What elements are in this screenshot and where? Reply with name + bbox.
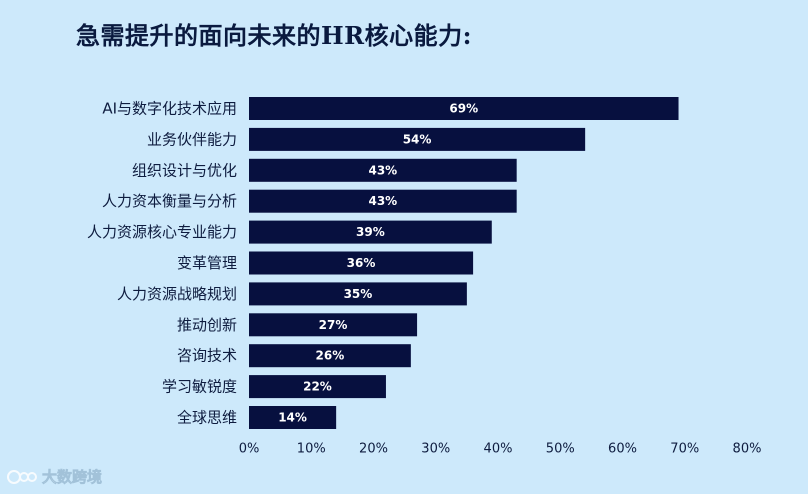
brand-logo-icon [7, 469, 37, 484]
value-label: 35% [344, 287, 373, 301]
chart-title: 急需提升的面向未来的HR核心能力: [76, 21, 472, 50]
value-label: 27% [319, 318, 348, 332]
x-tick-label: 50% [546, 442, 575, 457]
bar [249, 97, 679, 120]
x-tick-label: 40% [484, 442, 513, 457]
x-tick-label: 10% [297, 442, 326, 457]
value-label: 36% [347, 256, 376, 270]
x-axis-ticks: 0% 10% 20% 30% 40% 50% 60% 70% 80% [239, 442, 762, 457]
bar [249, 344, 411, 368]
bar [249, 189, 517, 213]
category-label: 人力资本衡量与分析 [102, 192, 237, 210]
x-tick-label: 30% [421, 442, 450, 457]
bar [249, 375, 386, 399]
value-labels: 69% 54% 43% 43% 39% 36% 35% 27% 26% 22% 14% [278, 102, 478, 425]
bar [249, 220, 492, 244]
x-tick-label: 20% [359, 442, 388, 457]
x-tick-label: 70% [670, 442, 699, 457]
category-label: 人力资源战略规划 [117, 285, 237, 303]
bar [249, 251, 474, 275]
category-labels: AI与数字化技术应用业务伙伴能力组织设计与优化人力资本衡量与分析人力资源核心专业… [87, 100, 237, 427]
value-label: 43% [368, 163, 397, 177]
bars-layer [249, 97, 679, 429]
value-label: 14% [278, 411, 307, 425]
category-label: 全球思维 [177, 409, 237, 427]
category-label: 学习敏锐度 [162, 378, 237, 396]
bar [249, 282, 467, 306]
category-label: 人力资源核心专业能力 [87, 223, 237, 241]
category-label: 推动创新 [177, 316, 237, 334]
value-label: 43% [368, 194, 397, 208]
x-tick-label: 0% [239, 442, 260, 457]
category-label: 业务伙伴能力 [147, 130, 237, 148]
category-label: 组织设计与优化 [132, 161, 237, 179]
value-label: 22% [303, 380, 332, 394]
category-label: 变革管理 [177, 254, 237, 272]
bar [249, 313, 418, 337]
category-label: 咨询技术 [177, 347, 237, 365]
value-label: 26% [316, 349, 345, 363]
bar [249, 158, 517, 182]
x-tick-label: 60% [608, 442, 637, 457]
value-label: 54% [403, 132, 432, 146]
value-label: 69% [449, 102, 478, 116]
watermark: 大数跨境 [6, 466, 102, 487]
watermark-text: 大数跨境 [42, 468, 103, 487]
category-label: AI与数字化技术应用 [102, 100, 237, 118]
value-label: 39% [356, 225, 385, 239]
bar [249, 406, 337, 429]
bar [249, 127, 586, 151]
x-tick-label: 80% [733, 442, 762, 457]
